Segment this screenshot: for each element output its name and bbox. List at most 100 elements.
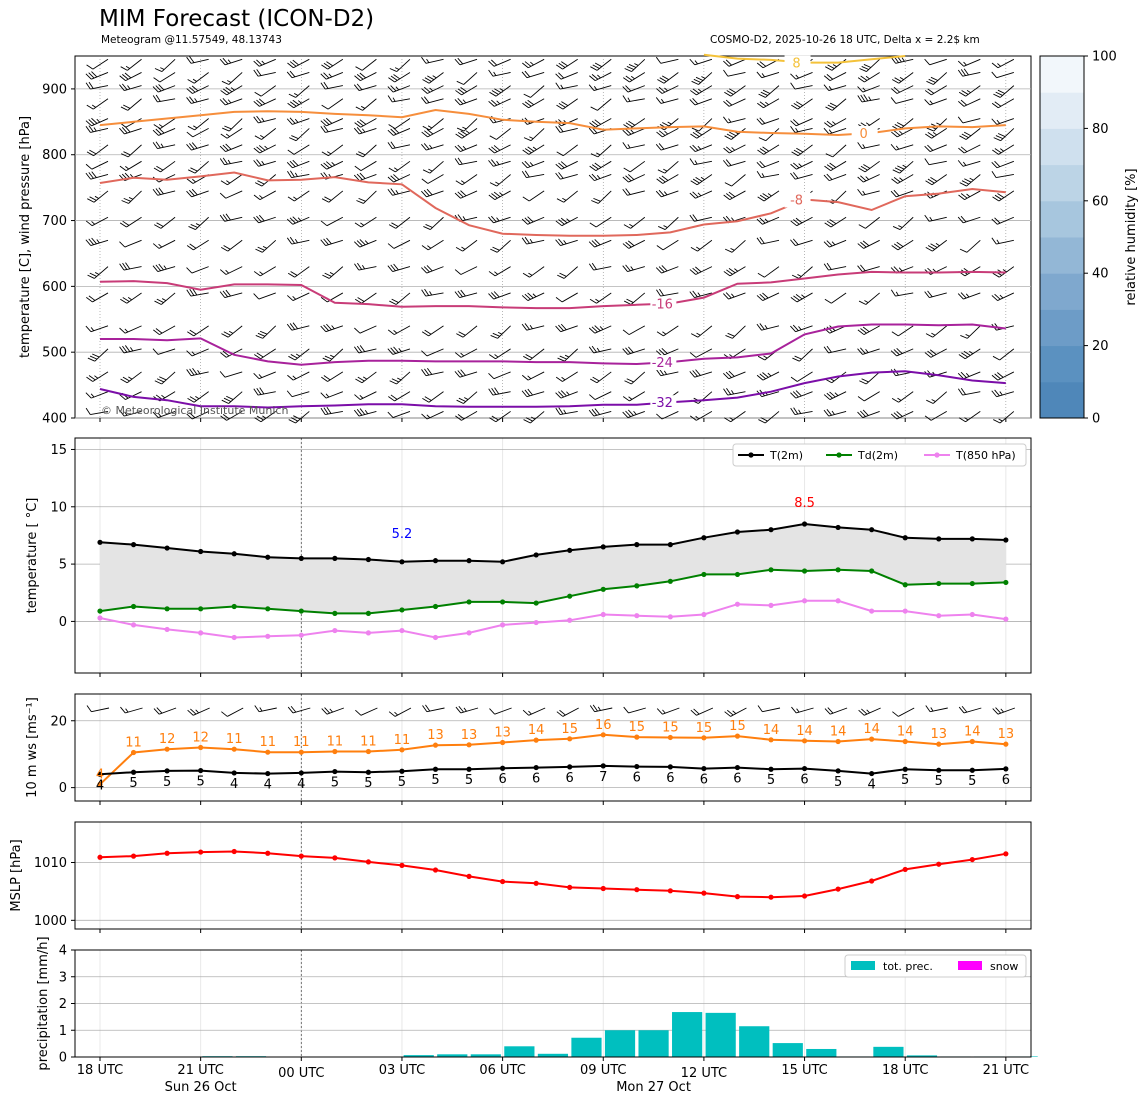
- series-point-2: [533, 619, 539, 626]
- upper-air-wind-barb-shaft: [762, 216, 780, 225]
- wind-speed-value-label: 5: [197, 775, 205, 790]
- upper-air-wind-barb-shaft: [193, 239, 209, 251]
- upper-air-wind-barb-flag: [220, 133, 228, 139]
- upper-air-wind-barb-halfflag: [532, 146, 537, 150]
- precipitation-bar: [638, 1030, 669, 1057]
- upper-air-wind-barb: [689, 266, 713, 275]
- upper-air-wind-barb: [488, 159, 511, 167]
- upper-air-wind-barb-flag: [957, 60, 965, 67]
- upper-air-wind-barb-flag: [757, 102, 764, 109]
- upper-air-wind-barb-shaft: [796, 216, 813, 227]
- upper-air-wind-barb-halfflag: [697, 145, 702, 150]
- upper-air-wind-barb: [153, 325, 176, 335]
- upper-air-wind-barb-shaft: [127, 98, 142, 111]
- upper-air-wind-barb: [993, 128, 1015, 142]
- upper-air-wind-barb-flag: [992, 149, 999, 155]
- surface-wind-barb-flag: [120, 706, 126, 714]
- upper-air-wind-barb-flag: [457, 157, 463, 165]
- gust-value-label: 14: [830, 724, 847, 739]
- upper-air-wind-barb-halfflag: [426, 58, 430, 63]
- upper-air-wind-barb-flag: [561, 61, 568, 67]
- upper-air-wind-barb: [388, 72, 411, 83]
- upper-air-wind-barb: [422, 118, 444, 131]
- upper-air-wind-barb-shaft: [662, 239, 679, 251]
- upper-air-wind-barb-flag: [726, 133, 734, 139]
- gust-point: [902, 738, 908, 745]
- upper-air-wind-barb-flag: [558, 102, 566, 108]
- upper-air-wind-barb-flag: [357, 376, 365, 382]
- upper-air-wind-barb-halfflag: [93, 127, 97, 132]
- upper-air-wind-barb-shaft: [562, 371, 578, 382]
- upper-air-wind-barb: [421, 367, 444, 377]
- upper-air-wind-barb-flag: [757, 272, 765, 278]
- upper-air-wind-barb: [991, 98, 1015, 109]
- gust-value-label: 15: [729, 719, 746, 734]
- upper-air-wind-barb-shaft: [794, 85, 813, 90]
- upper-air-wind-barb-flag: [427, 75, 435, 81]
- surface-wind-barb-flag: [791, 706, 797, 714]
- upper-air-wind-barb: [387, 325, 411, 335]
- upper-air-wind-barb-flag: [156, 165, 164, 171]
- upper-air-wind-barb-flag: [287, 272, 295, 278]
- upper-air-wind-barb-flag: [991, 62, 999, 69]
- upper-air-wind-barb: [521, 70, 545, 79]
- upper-air-wind-barb-flag: [225, 143, 232, 150]
- series-point-1: [130, 603, 137, 610]
- upper-air-wind-barb-flag: [354, 263, 360, 271]
- upper-air-wind-barb-halfflag: [499, 88, 504, 92]
- upper-air-wind-barb-flag: [555, 407, 561, 415]
- surface-wind-barb: [187, 707, 210, 716]
- upper-air-wind-barb: [756, 160, 780, 169]
- upper-air-wind-barb-flag: [829, 219, 837, 225]
- upper-air-wind-barb: [455, 239, 478, 252]
- upper-air-wind-barb: [756, 170, 780, 179]
- upper-air-wind-barb-shaft: [728, 98, 746, 107]
- gust-point: [365, 748, 371, 755]
- upper-air-wind-barb-flag: [421, 131, 428, 138]
- upper-air-wind-barb-halfflag: [225, 133, 230, 137]
- mslp-point: [936, 861, 942, 867]
- upper-air-wind-barb-flag: [521, 374, 529, 381]
- upper-air-wind-barb-halfflag: [497, 331, 503, 335]
- upper-air-wind-barb: [422, 72, 444, 84]
- upper-air-wind-barb-shaft: [293, 144, 310, 155]
- upper-air-wind-barb-shaft: [394, 118, 411, 129]
- surface-wind-barb-shaft: [494, 707, 512, 715]
- upper-air-wind-barb-flag: [523, 419, 531, 424]
- upper-air-wind-barb-flag: [756, 118, 763, 125]
- upper-air-wind-barb-shaft: [160, 216, 176, 229]
- upper-air-wind-barb-flag: [421, 190, 427, 198]
- series-point-1: [198, 606, 204, 612]
- upper-air-wind-barb: [959, 239, 981, 253]
- upper-air-wind-barb-flag: [795, 217, 803, 224]
- upper-air-wind-barb-flag: [158, 187, 164, 195]
- upper-air-wind-barb: [588, 345, 612, 354]
- upper-air-wind-barb: [857, 325, 880, 335]
- upper-air-wind-barb-halfflag: [226, 180, 231, 184]
- upper-air-wind-barb: [590, 98, 612, 111]
- upper-air-wind-barb-flag: [324, 196, 332, 201]
- upper-air-wind-barb: [354, 262, 377, 271]
- upper-air-wind-barb: [387, 188, 411, 196]
- upper-air-wind-barb: [825, 98, 847, 111]
- upper-air-wind-barb: [521, 292, 545, 301]
- upper-air-wind-barb-flag: [893, 189, 900, 197]
- series-point-0: [835, 524, 841, 531]
- upper-air-wind-barb-halfflag: [832, 121, 836, 125]
- upper-air-wind-barb-shaft: [328, 144, 344, 157]
- upper-air-wind-barb-shaft: [694, 292, 713, 299]
- series-point-1: [332, 610, 338, 616]
- upper-air-wind-barb-shaft: [91, 72, 109, 80]
- upper-air-wind-barb-flag: [326, 161, 333, 167]
- upper-air-wind-barb-flag: [222, 350, 230, 357]
- upper-air-wind-barb-flag: [122, 74, 129, 80]
- upper-air-wind-barb-flag: [192, 367, 198, 375]
- upper-air-wind-barb: [857, 409, 880, 418]
- precipitation-frame: [74, 949, 1032, 1058]
- upper-air-wind-barb: [488, 387, 511, 396]
- wind-speed-point: [667, 764, 673, 770]
- upper-air-wind-barb-flag: [391, 298, 399, 303]
- surface-wind-barb-shaft: [125, 707, 143, 714]
- upper-air-wind-barb-flag: [387, 129, 394, 136]
- upper-air-wind-barb: [320, 323, 343, 333]
